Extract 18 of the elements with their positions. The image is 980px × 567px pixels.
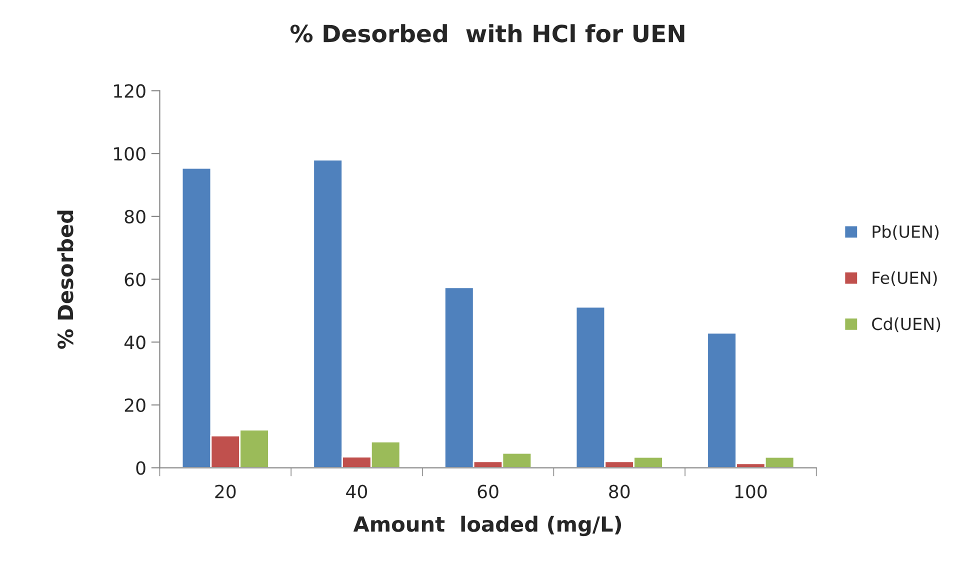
x-tick-label: 40 bbox=[346, 484, 368, 498]
chart-title: % Desorbed with HCl for UEN bbox=[290, 24, 684, 42]
legend-label: Pb(UEN) bbox=[872, 225, 939, 240]
y-axis-title: % Desorbed bbox=[57, 210, 74, 349]
x-axis-title: Amount loaded (mg/L) bbox=[353, 516, 622, 536]
y-tick-label: 100 bbox=[114, 147, 146, 161]
y-tick-label: 40 bbox=[124, 336, 146, 350]
legend-label: Cd(UEN) bbox=[872, 317, 940, 332]
x-tick-label: 100 bbox=[735, 484, 767, 498]
legend-label: Fe(UEN) bbox=[872, 271, 937, 286]
x-tick-label: 80 bbox=[609, 484, 630, 498]
x-tick-label: 20 bbox=[215, 484, 236, 498]
y-tick-label: 20 bbox=[124, 398, 146, 412]
y-tick-label: 120 bbox=[114, 84, 146, 98]
y-tick-label: 0 bbox=[136, 461, 146, 475]
y-tick-label: 80 bbox=[124, 210, 146, 224]
y-tick-label: 60 bbox=[124, 272, 146, 286]
x-tick-label: 60 bbox=[478, 484, 498, 498]
